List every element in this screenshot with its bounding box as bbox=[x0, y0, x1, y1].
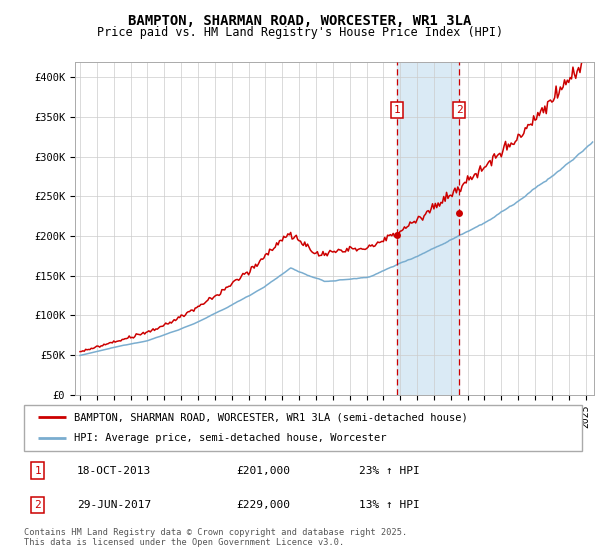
Text: BAMPTON, SHARMAN ROAD, WORCESTER, WR1 3LA (semi-detached house): BAMPTON, SHARMAN ROAD, WORCESTER, WR1 3L… bbox=[74, 412, 468, 422]
Text: 23% ↑ HPI: 23% ↑ HPI bbox=[359, 465, 419, 475]
Text: 1: 1 bbox=[394, 105, 400, 115]
Text: 2: 2 bbox=[455, 105, 463, 115]
Text: BAMPTON, SHARMAN ROAD, WORCESTER, WR1 3LA: BAMPTON, SHARMAN ROAD, WORCESTER, WR1 3L… bbox=[128, 14, 472, 28]
Text: 18-OCT-2013: 18-OCT-2013 bbox=[77, 465, 151, 475]
Text: 1: 1 bbox=[35, 465, 41, 475]
Text: Contains HM Land Registry data © Crown copyright and database right 2025.
This d: Contains HM Land Registry data © Crown c… bbox=[24, 528, 407, 547]
Text: 29-JUN-2017: 29-JUN-2017 bbox=[77, 500, 151, 510]
Bar bbox=[397, 62, 459, 395]
Text: £201,000: £201,000 bbox=[236, 465, 290, 475]
Text: Price paid vs. HM Land Registry's House Price Index (HPI): Price paid vs. HM Land Registry's House … bbox=[97, 26, 503, 39]
Text: 13% ↑ HPI: 13% ↑ HPI bbox=[359, 500, 419, 510]
Text: 2: 2 bbox=[35, 500, 41, 510]
Text: £229,000: £229,000 bbox=[236, 500, 290, 510]
Text: HPI: Average price, semi-detached house, Worcester: HPI: Average price, semi-detached house,… bbox=[74, 433, 387, 444]
